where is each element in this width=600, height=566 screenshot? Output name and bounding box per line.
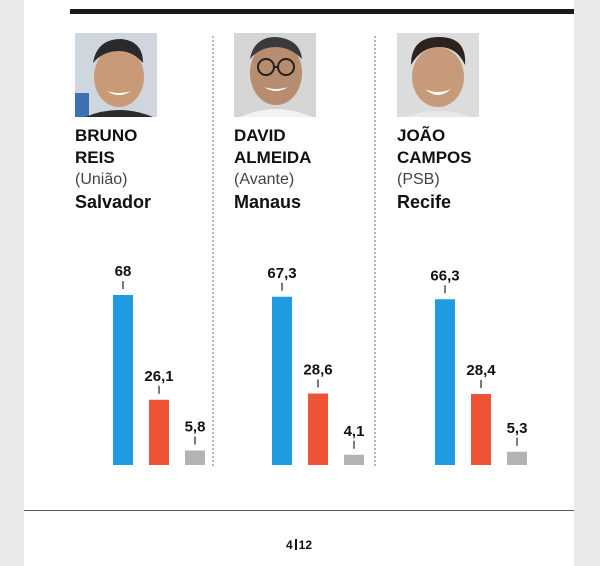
- candidate-name: BRUNO REIS: [75, 125, 137, 169]
- column-divider: [374, 36, 376, 466]
- bar-value-label: 28,4: [466, 362, 496, 379]
- candidate-column-salvador: BRUNO REIS (União) Salvador 68 26,1 5,8: [75, 0, 215, 470]
- portrait-photo-icon: [397, 33, 479, 117]
- bar-1: [272, 296, 292, 465]
- bar-2: [471, 394, 491, 465]
- page-separator: [294, 539, 297, 550]
- bar-1: [435, 299, 455, 465]
- page-number: 4 12: [24, 538, 574, 552]
- portrait-photo-icon: [234, 33, 316, 117]
- results-bar-chart: 66,3 28,4 5,3: [430, 267, 528, 465]
- bar-value-label: 67,3: [267, 265, 296, 282]
- footer-rule: [24, 510, 574, 511]
- portrait-photo-icon: [75, 33, 157, 117]
- bar-value-label: 4,1: [344, 423, 365, 440]
- candidate-column-manaus: DAVID ALMEIDA (Avante) Manaus 67,3 28,6 4,…: [234, 0, 374, 470]
- bar-3: [185, 450, 205, 465]
- bar-value-label: 68: [115, 263, 132, 280]
- page-total: 12: [298, 538, 313, 552]
- candidate-column-recife: JOÃO CAMPOS (PSB) Recife 66,3 28,4 5,3: [397, 0, 537, 470]
- candidate-city: Manaus: [234, 192, 302, 212]
- candidate-photo: [234, 33, 316, 117]
- infographic-page: BRUNO REIS (União) Salvador 68 26,1 5,8 DA…: [24, 0, 574, 566]
- candidate-photo: [75, 33, 157, 117]
- top-rule: [70, 9, 574, 14]
- name-line-2: REIS: [75, 148, 115, 167]
- candidate-city: Salvador: [75, 192, 152, 212]
- bar-2: [308, 393, 328, 465]
- name-line-1: BRUNO: [75, 126, 138, 145]
- bar-3: [507, 451, 527, 465]
- results-bar-chart: 67,3 28,6 4,1: [267, 265, 365, 465]
- bar-2: [149, 399, 169, 465]
- candidate-name: JOÃO CAMPOS: [397, 125, 472, 169]
- candidate-photo: [397, 33, 479, 117]
- candidate-party: (União): [75, 171, 128, 188]
- candidate-party: (PSB): [397, 171, 440, 188]
- name-line-2: ALMEIDA: [234, 148, 312, 167]
- bar-value-label: 28,6: [303, 362, 332, 379]
- column-divider: [212, 36, 214, 466]
- bar-3: [344, 454, 364, 465]
- results-bar-chart: 68 26,1 5,8: [113, 263, 206, 465]
- bar-1: [113, 295, 133, 465]
- candidate-name: DAVID ALMEIDA: [234, 125, 311, 169]
- bar-value-label: 66,3: [430, 267, 459, 284]
- page-current: 4: [285, 538, 293, 552]
- bar-value-label: 5,8: [185, 419, 206, 436]
- bar-value-label: 5,3: [507, 420, 528, 437]
- candidate-party: (Avante): [234, 171, 295, 188]
- bar-value-label: 26,1: [144, 368, 173, 385]
- name-line-1: JOÃO: [397, 126, 446, 145]
- candidate-city: Recife: [397, 192, 452, 212]
- name-line-1: DAVID: [234, 126, 286, 145]
- name-line-2: CAMPOS: [397, 148, 472, 167]
